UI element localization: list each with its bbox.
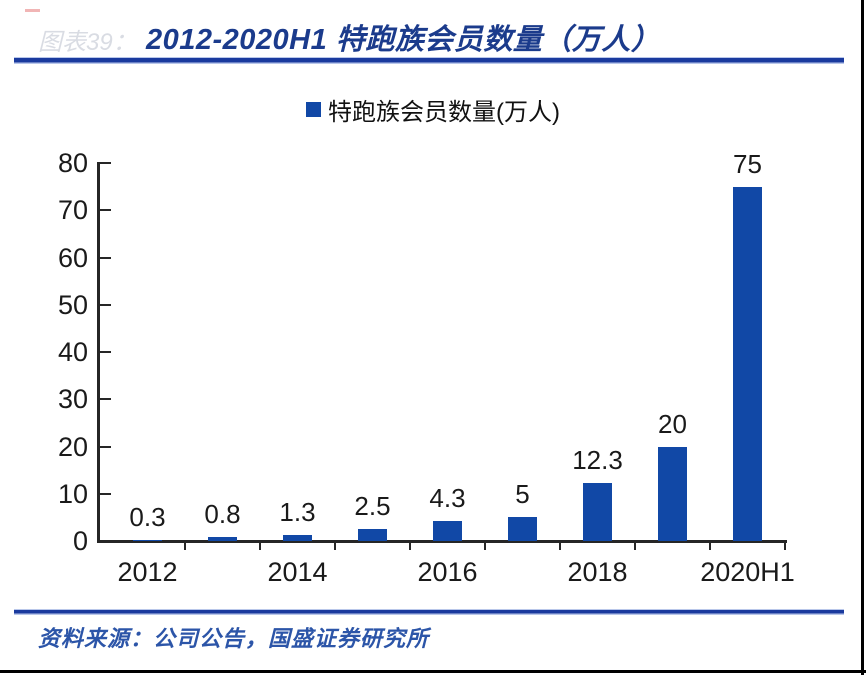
ghost-figure-label: 图表39： [38,29,137,56]
y-axis-tick [99,445,111,448]
y-axis-tick-label: 30 [57,384,88,415]
bar [133,539,162,541]
y-axis-tick [99,162,111,164]
y-axis-tick-label: 70 [57,195,88,226]
y-axis-tick-label: 0 [72,526,88,556]
x-axis-tick [184,542,186,550]
y-axis-tick-label: 40 [57,337,88,367]
x-axis-tick [559,542,561,550]
footer-rule [14,609,844,615]
bar [583,482,612,541]
bar [208,537,237,541]
legend-label: 特跑族会员数量(万人) [328,99,560,126]
bar-data-label: 20 [658,408,687,439]
legend-swatch-icon [306,102,321,117]
x-axis-tick-label: 2014 [267,557,328,587]
x-axis-tick [784,542,786,550]
bar [358,529,387,541]
y-axis-tick [99,492,111,495]
y-axis-tick-label: 80 [57,148,88,178]
red-dash-artifact [25,9,40,12]
x-axis-line [97,540,787,543]
x-axis-tick [484,542,486,550]
bar [733,186,762,541]
x-axis-tick [709,542,711,550]
x-axis-tick-label: 2020H1 [700,557,795,587]
y-axis-tick [99,351,111,353]
bar [433,520,462,541]
chart-title: 2012-2020H1 特跑族会员数量（万人） [146,24,661,56]
bar-data-label: 12.3 [572,444,623,475]
x-axis-tick [634,542,636,550]
bar [283,534,312,541]
source-note: 资料来源：公司公告，国盛证券研究所 [38,626,430,651]
y-axis-tick [99,303,111,306]
y-axis-tick-label: 20 [57,431,88,462]
x-axis-tick [334,542,336,550]
y-axis-tick-label: 60 [57,242,88,273]
y-axis-tick-label: 50 [57,289,88,320]
legend: 特跑族会员数量(万人) [0,92,866,127]
bar [658,446,687,541]
page-border-right [861,0,864,675]
header-rule [14,57,844,64]
bar-data-label: 4.3 [429,482,466,513]
bar-data-label: 2.5 [354,491,391,522]
x-axis-tick-label: 2018 [567,557,628,587]
y-axis-tick [99,256,111,259]
bar-data-label: 5 [515,479,530,510]
y-axis-tick [99,209,111,212]
x-axis-tick-label: 2012 [117,557,178,587]
bar-data-label: 1.3 [279,496,316,527]
bar [508,517,537,541]
x-axis-tick [259,542,261,550]
bar-data-label: 0.3 [129,501,166,532]
bar-data-label: 75 [733,148,762,179]
y-axis-tick [99,398,111,401]
y-axis-line [97,162,100,542]
y-axis-tick-label: 10 [57,478,88,509]
page-border-bottom [0,670,866,673]
x-axis-tick-label: 2016 [417,557,478,587]
bar-data-label: 0.8 [204,499,241,530]
x-axis-tick [409,542,411,550]
